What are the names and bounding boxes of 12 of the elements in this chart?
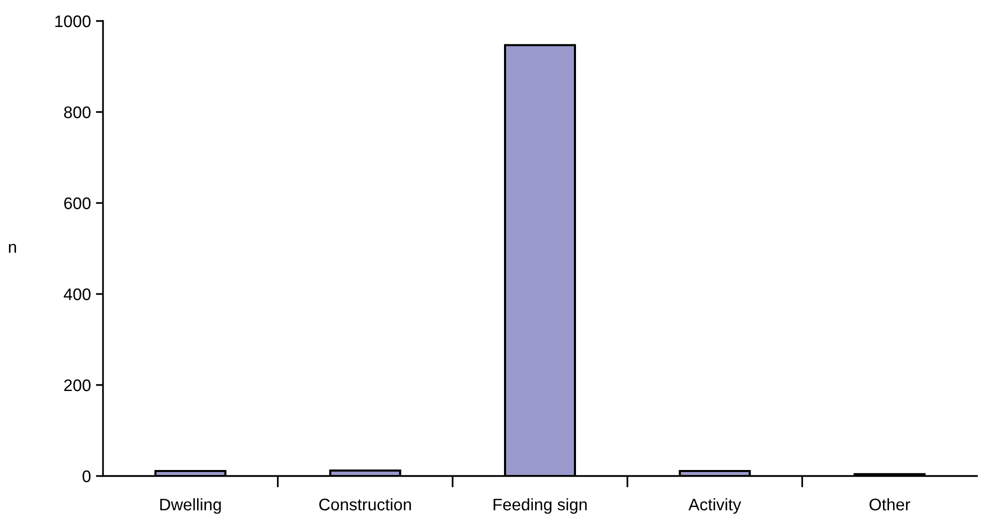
x-tick-label: Dwelling (160, 498, 221, 514)
x-tick-label: Other (870, 498, 910, 510)
y-axis-title: n (8, 244, 16, 253)
y-tick-label: 200 (64, 379, 91, 392)
y-tick-label: 600 (64, 197, 91, 210)
x-tick-label: Feeding sign (494, 498, 587, 514)
y-tick-label: 800 (64, 106, 91, 118)
x-tick-label: Construction (319, 498, 411, 510)
y-tick-label: 400 (64, 288, 91, 300)
y-tick-label: 1000 (55, 15, 91, 28)
x-tick-label: Activity (688, 498, 742, 514)
y-tick-label: 0 (82, 470, 91, 482)
